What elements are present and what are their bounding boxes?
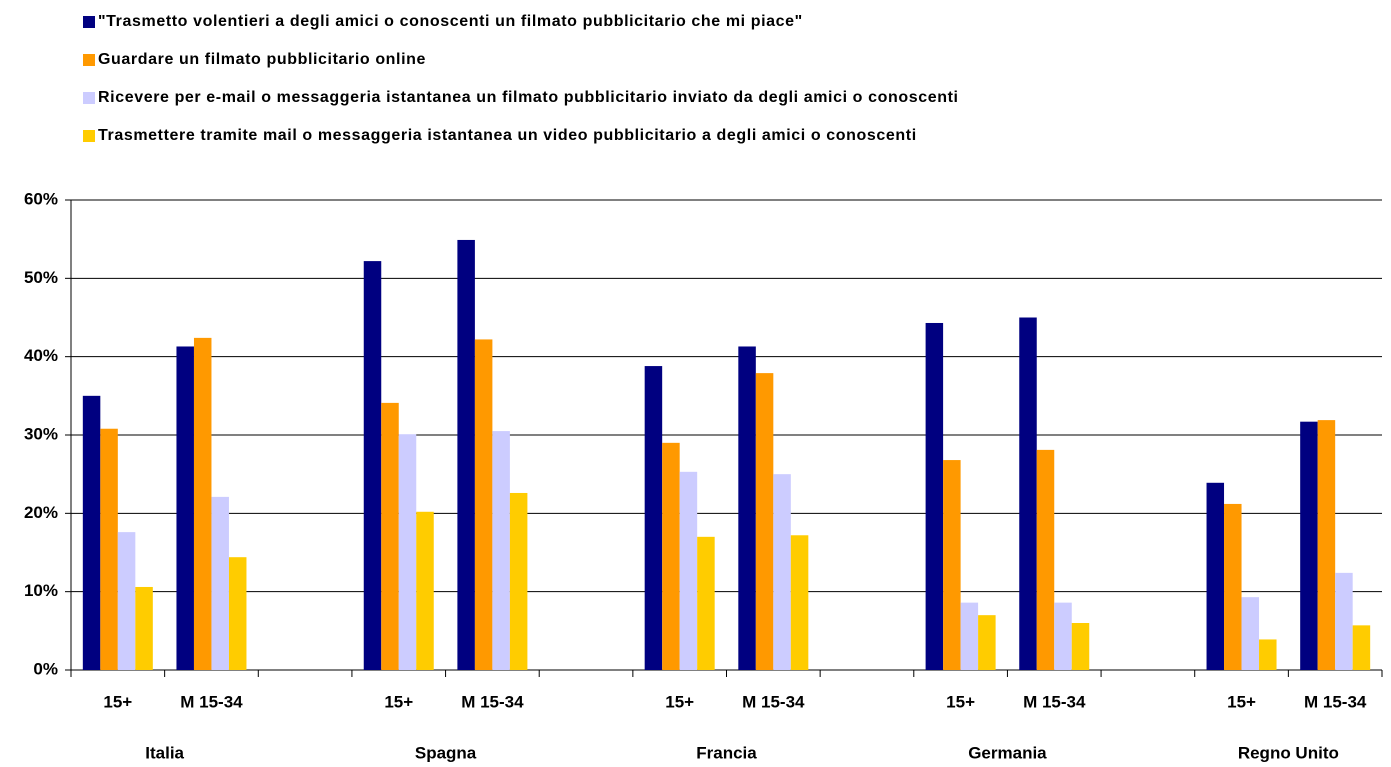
bar	[1224, 503, 1242, 670]
bar	[509, 492, 528, 670]
y-tick-label: 0%	[33, 659, 58, 678]
x-tick-label: M 15-34	[180, 692, 243, 711]
bar	[1036, 449, 1055, 670]
bar	[790, 535, 809, 670]
bar	[662, 442, 680, 670]
y-tick-label: 60%	[24, 189, 58, 208]
bar	[1206, 482, 1225, 670]
y-tick-label: 20%	[24, 503, 58, 522]
bar	[82, 395, 101, 670]
bar	[1054, 602, 1072, 670]
bar	[211, 496, 229, 670]
bar	[474, 339, 493, 670]
bar	[176, 346, 194, 670]
legend-label: Trasmettere tramite mail o messaggeria i…	[98, 127, 917, 144]
bar	[679, 471, 698, 670]
bar	[363, 261, 382, 670]
y-tick-label: 10%	[24, 581, 58, 600]
legend-swatch	[83, 16, 95, 28]
group-label: Francia	[696, 743, 757, 762]
bar	[943, 460, 961, 670]
bar	[135, 586, 153, 670]
bar	[697, 536, 715, 670]
group-label: Regno Unito	[1238, 743, 1339, 762]
legend-label: Ricevere per e-mail o messaggeria istant…	[98, 89, 959, 106]
x-tick-label: M 15-34	[1304, 692, 1367, 711]
bar	[381, 402, 399, 670]
group-label: Germania	[968, 743, 1047, 762]
bar	[1335, 572, 1353, 670]
group-label: Italia	[145, 743, 184, 762]
bar	[1019, 317, 1037, 670]
bar	[1071, 623, 1090, 670]
bar	[193, 337, 212, 670]
legend-swatch	[83, 54, 95, 66]
bar	[1259, 639, 1277, 670]
x-tick-label: M 15-34	[461, 692, 524, 711]
bar	[1241, 597, 1260, 670]
bar	[228, 557, 247, 670]
bar	[1300, 421, 1318, 670]
x-tick-label: M 15-34	[742, 692, 805, 711]
x-tick-label: 15+	[1227, 692, 1256, 711]
bar	[755, 373, 774, 670]
bar	[773, 474, 791, 670]
legend-label: Guardare un filmato pubblicitario online	[98, 51, 426, 68]
bar	[457, 239, 475, 670]
bar	[1317, 420, 1336, 670]
bar	[117, 532, 136, 670]
y-tick-label: 40%	[24, 346, 58, 365]
bar	[1352, 625, 1371, 670]
y-tick-label: 30%	[24, 424, 58, 443]
x-tick-label: 15+	[103, 692, 132, 711]
y-tick-label: 50%	[24, 268, 58, 287]
bar	[644, 366, 663, 670]
legend-label: "Trasmetto volentieri a degli amici o co…	[98, 13, 803, 30]
bar	[492, 431, 510, 670]
bar	[925, 322, 944, 670]
x-tick-label: 15+	[946, 692, 975, 711]
bar	[100, 428, 118, 670]
bar	[416, 511, 434, 670]
legend-swatch	[83, 130, 95, 142]
x-tick-label: M 15-34	[1023, 692, 1086, 711]
group-label: Spagna	[415, 743, 477, 762]
x-tick-label: 15+	[665, 692, 694, 711]
legend-swatch	[83, 92, 95, 104]
x-tick-label: 15+	[384, 692, 413, 711]
bar	[398, 434, 417, 670]
bar	[978, 615, 996, 670]
bar	[738, 346, 756, 670]
bar	[960, 602, 979, 670]
